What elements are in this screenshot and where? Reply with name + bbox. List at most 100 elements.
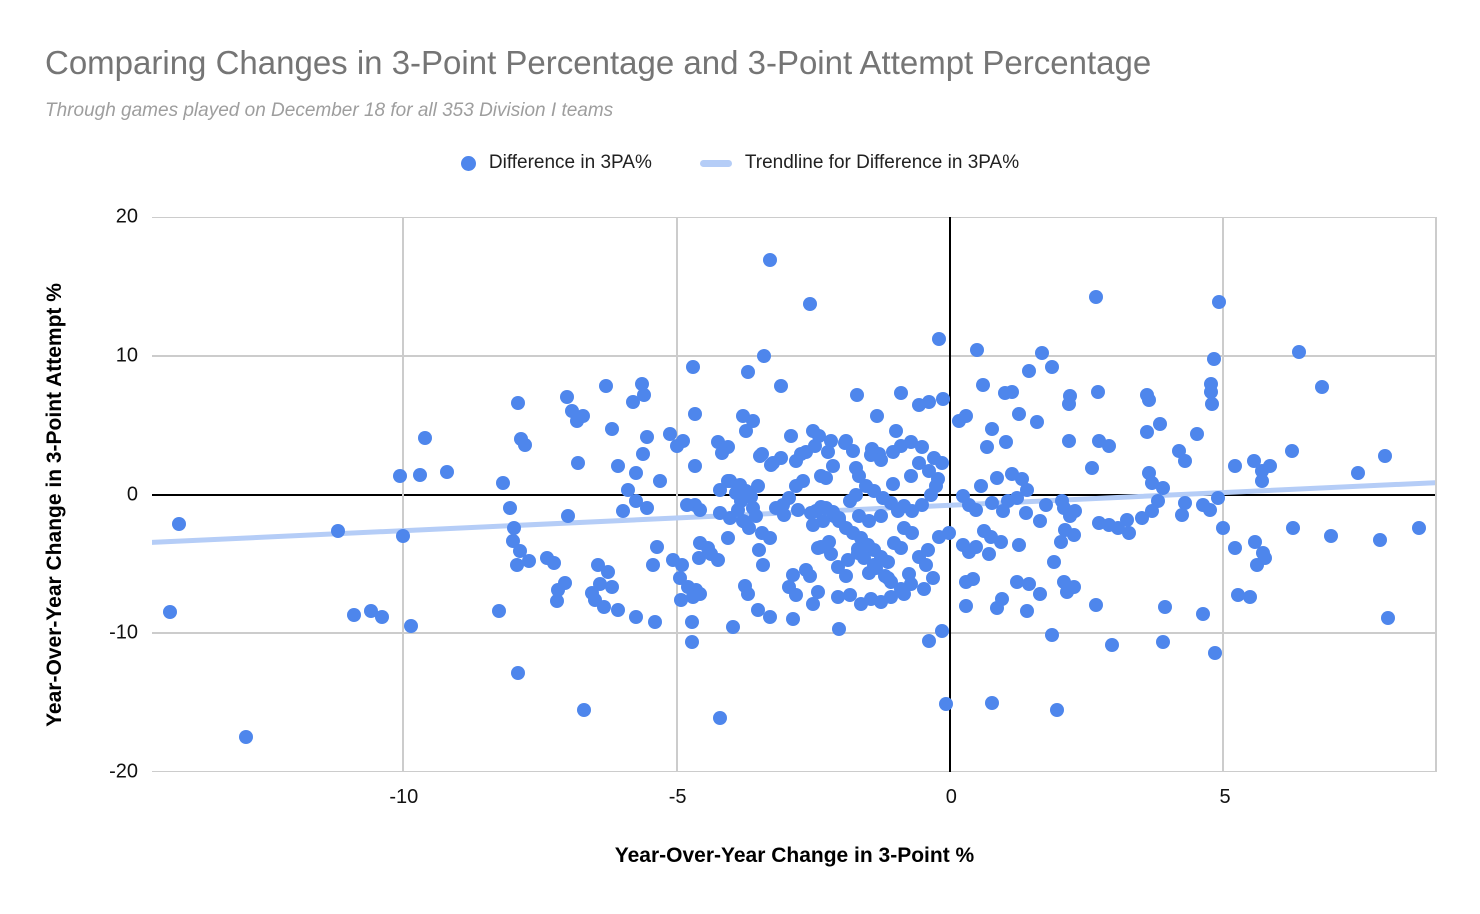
data-point[interactable] bbox=[762, 531, 777, 546]
data-point[interactable] bbox=[491, 604, 506, 619]
data-point[interactable] bbox=[837, 435, 852, 450]
data-point[interactable] bbox=[1020, 604, 1035, 619]
data-point[interactable] bbox=[970, 343, 985, 358]
data-point[interactable] bbox=[726, 619, 741, 634]
data-point[interactable] bbox=[636, 387, 651, 402]
data-point[interactable] bbox=[752, 449, 767, 464]
data-point[interactable] bbox=[571, 455, 586, 470]
data-point[interactable] bbox=[517, 437, 532, 452]
data-point[interactable] bbox=[1377, 448, 1392, 463]
data-point[interactable] bbox=[819, 470, 834, 485]
data-point[interactable] bbox=[932, 332, 947, 347]
data-point[interactable] bbox=[1156, 635, 1171, 650]
data-point[interactable] bbox=[412, 468, 427, 483]
data-point[interactable] bbox=[762, 610, 777, 625]
data-point[interactable] bbox=[839, 568, 854, 583]
data-point[interactable] bbox=[611, 458, 626, 473]
data-point[interactable] bbox=[330, 523, 345, 538]
data-point[interactable] bbox=[885, 477, 900, 492]
data-point[interactable] bbox=[902, 566, 917, 581]
data-point[interactable] bbox=[985, 422, 1000, 436]
data-point[interactable] bbox=[980, 440, 995, 455]
data-point[interactable] bbox=[1018, 505, 1033, 520]
data-point[interactable] bbox=[785, 568, 800, 583]
data-point[interactable] bbox=[714, 445, 729, 460]
data-point[interactable] bbox=[692, 586, 707, 601]
data-point[interactable] bbox=[1324, 529, 1339, 544]
data-point[interactable] bbox=[911, 455, 926, 470]
data-point[interactable] bbox=[1178, 453, 1193, 468]
data-point[interactable] bbox=[639, 430, 654, 445]
data-point[interactable] bbox=[692, 502, 707, 517]
data-point[interactable] bbox=[604, 579, 619, 594]
data-point[interactable] bbox=[561, 509, 575, 524]
data-point[interactable] bbox=[985, 495, 1000, 510]
data-point[interactable] bbox=[888, 423, 903, 438]
data-point[interactable] bbox=[884, 589, 899, 604]
data-point[interactable] bbox=[546, 556, 561, 571]
data-point[interactable] bbox=[1202, 502, 1217, 517]
data-point[interactable] bbox=[1005, 384, 1020, 399]
data-point[interactable] bbox=[636, 447, 651, 462]
data-point[interactable] bbox=[842, 588, 857, 603]
data-point[interactable] bbox=[823, 546, 838, 561]
data-point[interactable] bbox=[721, 531, 736, 546]
data-point[interactable] bbox=[674, 593, 689, 608]
data-point[interactable] bbox=[1053, 534, 1068, 549]
data-point[interactable] bbox=[852, 509, 867, 524]
data-point[interactable] bbox=[903, 435, 918, 450]
data-point[interactable] bbox=[795, 474, 810, 489]
data-point[interactable] bbox=[1121, 526, 1136, 541]
data-point[interactable] bbox=[646, 557, 661, 572]
data-point[interactable] bbox=[1242, 590, 1257, 605]
data-point[interactable] bbox=[649, 540, 664, 555]
data-point[interactable] bbox=[740, 365, 755, 380]
data-point[interactable] bbox=[762, 253, 777, 267]
data-point[interactable] bbox=[874, 452, 889, 467]
data-point[interactable] bbox=[975, 377, 990, 392]
data-point[interactable] bbox=[511, 666, 526, 681]
data-point[interactable] bbox=[1089, 290, 1104, 305]
data-point[interactable] bbox=[739, 423, 754, 438]
data-point[interactable] bbox=[626, 395, 641, 410]
data-point[interactable] bbox=[1061, 396, 1076, 411]
data-point[interactable] bbox=[629, 610, 644, 625]
data-point[interactable] bbox=[1021, 576, 1036, 591]
data-point[interactable] bbox=[1208, 646, 1223, 661]
data-point[interactable] bbox=[774, 450, 789, 465]
data-point[interactable] bbox=[1104, 638, 1119, 653]
data-point[interactable] bbox=[1380, 611, 1395, 626]
data-point[interactable] bbox=[721, 474, 736, 489]
data-point[interactable] bbox=[1038, 497, 1053, 512]
data-point[interactable] bbox=[925, 571, 940, 586]
data-point[interactable] bbox=[893, 541, 908, 556]
data-point[interactable] bbox=[549, 594, 564, 609]
data-point[interactable] bbox=[814, 499, 829, 514]
data-point[interactable] bbox=[802, 568, 817, 583]
data-point[interactable] bbox=[917, 581, 932, 596]
data-point[interactable] bbox=[985, 695, 1000, 710]
data-point[interactable] bbox=[1011, 406, 1026, 421]
data-point[interactable] bbox=[684, 615, 699, 630]
data-point[interactable] bbox=[1195, 606, 1210, 621]
data-point[interactable] bbox=[782, 490, 797, 505]
data-point[interactable] bbox=[958, 408, 973, 423]
data-point[interactable] bbox=[507, 520, 522, 535]
data-point[interactable] bbox=[1033, 586, 1048, 601]
data-point[interactable] bbox=[1010, 490, 1025, 505]
data-point[interactable] bbox=[679, 497, 694, 512]
data-point[interactable] bbox=[877, 568, 892, 583]
data-point[interactable] bbox=[1045, 627, 1060, 642]
data-point[interactable] bbox=[850, 387, 865, 402]
data-point[interactable] bbox=[674, 558, 689, 573]
data-point[interactable] bbox=[935, 623, 950, 638]
data-point[interactable] bbox=[749, 509, 764, 524]
data-point[interactable] bbox=[757, 348, 772, 363]
data-point[interactable] bbox=[1212, 294, 1227, 309]
data-point[interactable] bbox=[611, 603, 626, 618]
data-point[interactable] bbox=[1314, 379, 1329, 394]
data-point[interactable] bbox=[418, 430, 433, 445]
data-point[interactable] bbox=[968, 502, 983, 517]
data-point[interactable] bbox=[1286, 520, 1301, 535]
data-point[interactable] bbox=[687, 406, 702, 421]
